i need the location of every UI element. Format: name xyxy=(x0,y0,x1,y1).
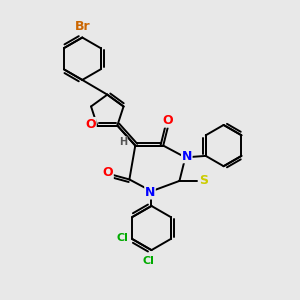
Text: Cl: Cl xyxy=(142,256,154,266)
Text: O: O xyxy=(162,114,173,127)
Text: H: H xyxy=(119,137,127,147)
Text: Cl: Cl xyxy=(116,232,128,243)
Text: O: O xyxy=(85,118,96,130)
Text: Br: Br xyxy=(74,20,90,33)
Text: N: N xyxy=(145,186,155,199)
Text: O: O xyxy=(103,166,113,178)
Text: N: N xyxy=(182,150,192,163)
Text: S: S xyxy=(199,174,208,188)
